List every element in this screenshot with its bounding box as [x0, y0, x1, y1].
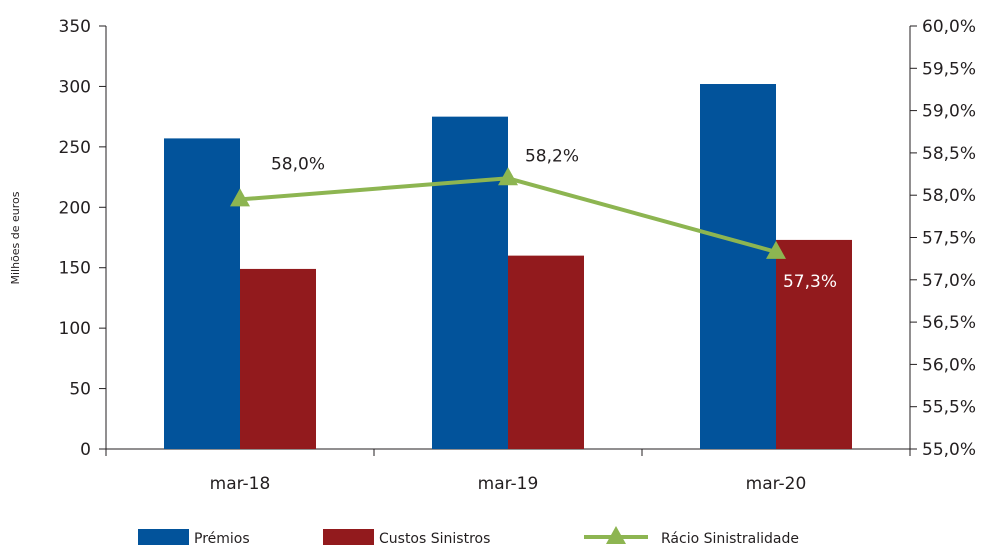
y-left-tick-label: 350: [59, 17, 91, 37]
x-tick-label: mar-19: [478, 474, 539, 494]
bar-premios: [164, 138, 240, 449]
bar-custos-sinistros: [240, 268, 316, 449]
y-right-tick-label: 56,5%: [922, 313, 976, 333]
ratio-marker: [498, 167, 518, 186]
y-axis-title: Milhões de euros: [9, 191, 22, 284]
legend-swatch-custos-sinistros: [323, 529, 374, 545]
ratio-data-label: 58,0%: [271, 154, 325, 174]
y-right-tick-label: 58,5%: [922, 144, 976, 164]
ratio-line: [230, 167, 786, 259]
y-right-tick-label: 59,5%: [922, 59, 976, 79]
y-right-tick-label: 56,0%: [922, 355, 976, 375]
ratio-data-label: 57,3%: [783, 272, 837, 292]
y-left-tick-label: 200: [59, 198, 91, 218]
bars: [164, 84, 852, 450]
y-right-tick-label: 58,0%: [922, 186, 976, 206]
y-left-tick-label: 0: [80, 440, 91, 460]
bar-custos-sinistros: [508, 255, 584, 449]
x-tick-label: mar-20: [746, 474, 807, 494]
legend-label-ratio: Rácio Sinistralidade: [661, 531, 799, 547]
y-right-tick-label: 60,0%: [922, 17, 976, 37]
legend: Prémios Custos Sinistros Rácio Sinistralid…: [138, 526, 799, 547]
axes: 0 50 100 150 200 250 300 350 55,0% 55,5% 56,0% 56,5…: [9, 17, 976, 494]
y-right-tick-label: 59,0%: [922, 102, 976, 122]
y-right-tick-label: 57,0%: [922, 271, 976, 291]
ratio-data-label: 58,2%: [525, 146, 579, 166]
legend-swatch-premios: [138, 529, 189, 545]
ratio-marker: [230, 188, 250, 207]
y-left-tick-label: 250: [59, 138, 91, 158]
legend-label-custos-sinistros: Custos Sinistros: [379, 531, 490, 547]
ratio-marker: [766, 240, 786, 259]
y-right-tick-label: 55,0%: [922, 440, 976, 460]
y-right-tick-label: 57,5%: [922, 229, 976, 249]
data-labels: 58,0% 58,2% 57,3%: [271, 146, 837, 292]
y-right-tick-label: 55,5%: [922, 398, 976, 418]
y-left-tick-label: 150: [59, 259, 91, 279]
y-left-tick-label: 50: [69, 380, 91, 400]
bar-custos-sinistros: [776, 239, 852, 449]
bar-premios: [432, 116, 508, 450]
y-left-tick-label: 300: [59, 77, 91, 97]
x-tick-label: mar-18: [210, 474, 271, 494]
legend-marker-ratio: [606, 526, 626, 544]
y-left-tick-label: 100: [59, 319, 91, 339]
bar-premios: [700, 84, 776, 450]
legend-label-premios: Prémios: [194, 531, 250, 547]
